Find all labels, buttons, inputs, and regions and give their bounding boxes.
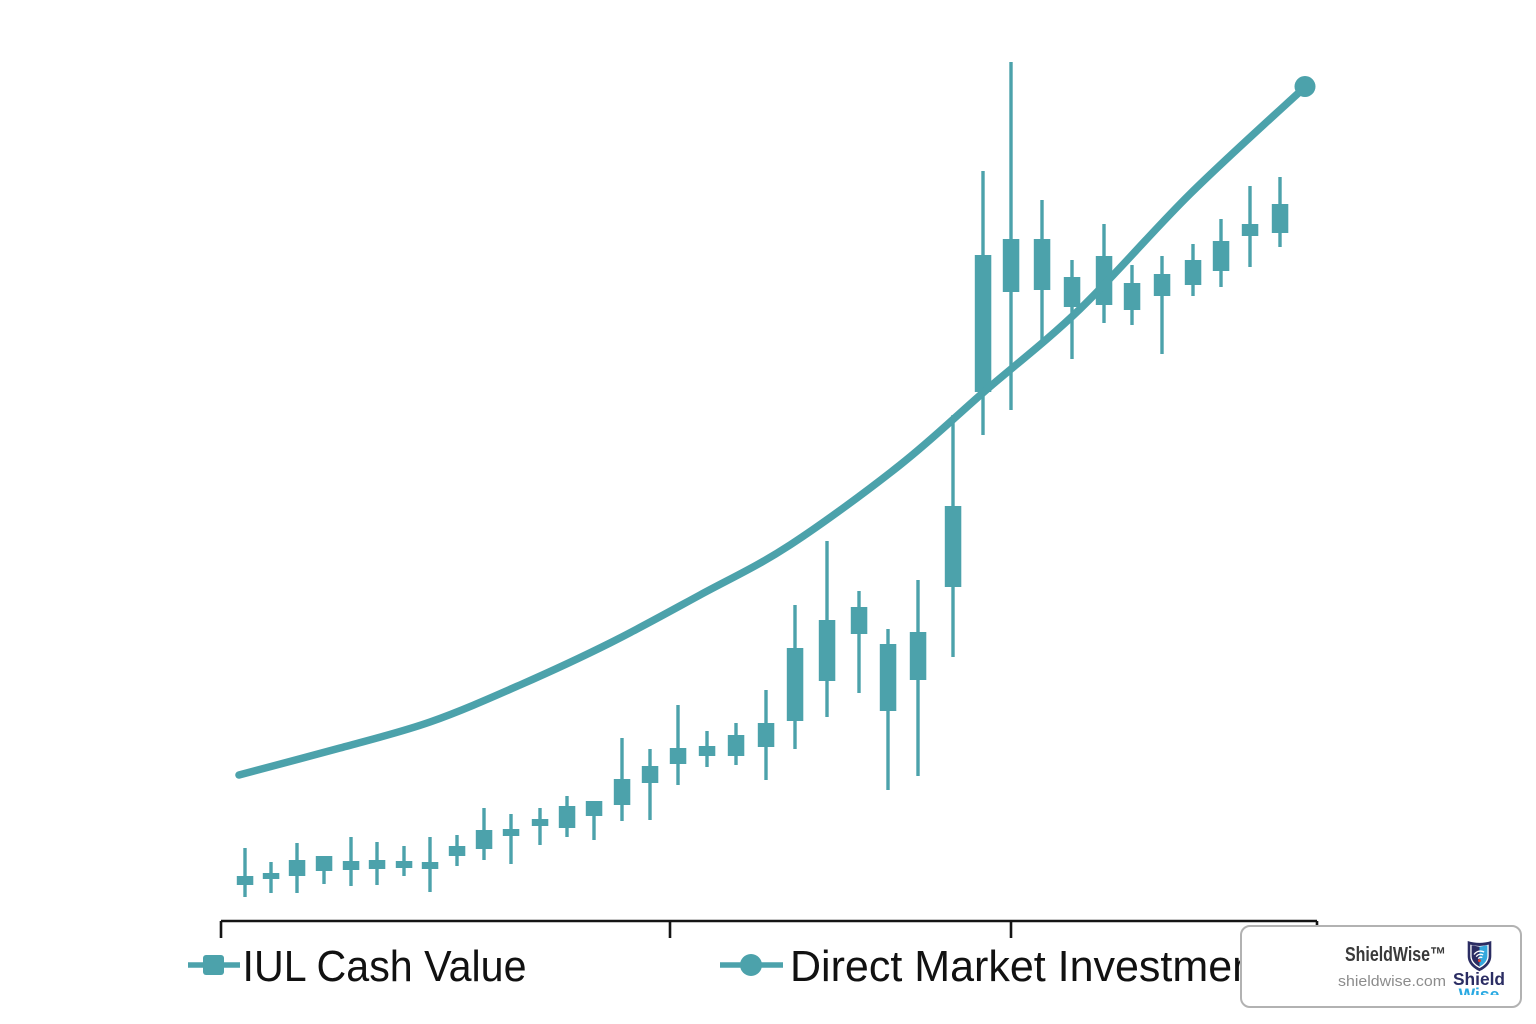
svg-text:ShieldWise™: ShieldWise™	[1345, 944, 1446, 966]
svg-text:Direct Market Investment: Direct Market Investment	[790, 942, 1268, 991]
svg-text:Wise: Wise	[1459, 985, 1500, 1005]
svg-text:IUL Cash Value: IUL Cash Value	[243, 942, 527, 991]
svg-text:shieldwise.com: shieldwise.com	[1338, 973, 1446, 990]
svg-text:Shield: Shield	[1453, 969, 1505, 989]
